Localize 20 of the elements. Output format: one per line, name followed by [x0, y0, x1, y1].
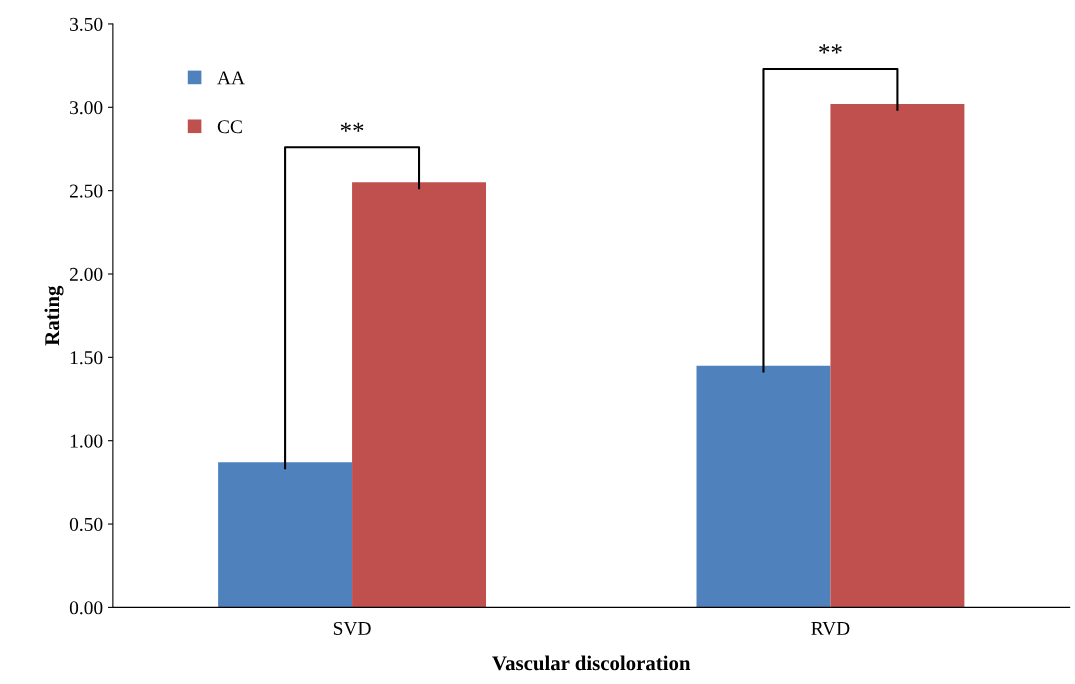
legend-label: CC [217, 120, 242, 134]
bar [830, 103, 965, 608]
y-tick-label: 1.00 [70, 434, 103, 448]
y-tick-label: 3.50 [70, 17, 103, 31]
legend-label: AA [217, 71, 245, 85]
x-tick-label: SVD [333, 621, 371, 636]
annotation: ** [819, 44, 842, 54]
y-axis-title: Rating [44, 285, 64, 346]
annotation: ** [340, 122, 364, 132]
bar [352, 182, 487, 608]
y-tick-label: 3.00 [70, 101, 103, 115]
y-tick-label: 1.50 [70, 351, 103, 365]
y-tick-label: 2.50 [69, 184, 103, 198]
y-tick-label: 2.00 [69, 267, 103, 282]
y-tick-label: 0.50 [69, 517, 103, 532]
bar [218, 462, 353, 608]
y-tick-label: 0.00 [69, 601, 103, 615]
bar [696, 365, 831, 608]
x-axis-title: Vascular discoloration [492, 655, 691, 671]
x-tick-label: RVD [811, 622, 850, 636]
